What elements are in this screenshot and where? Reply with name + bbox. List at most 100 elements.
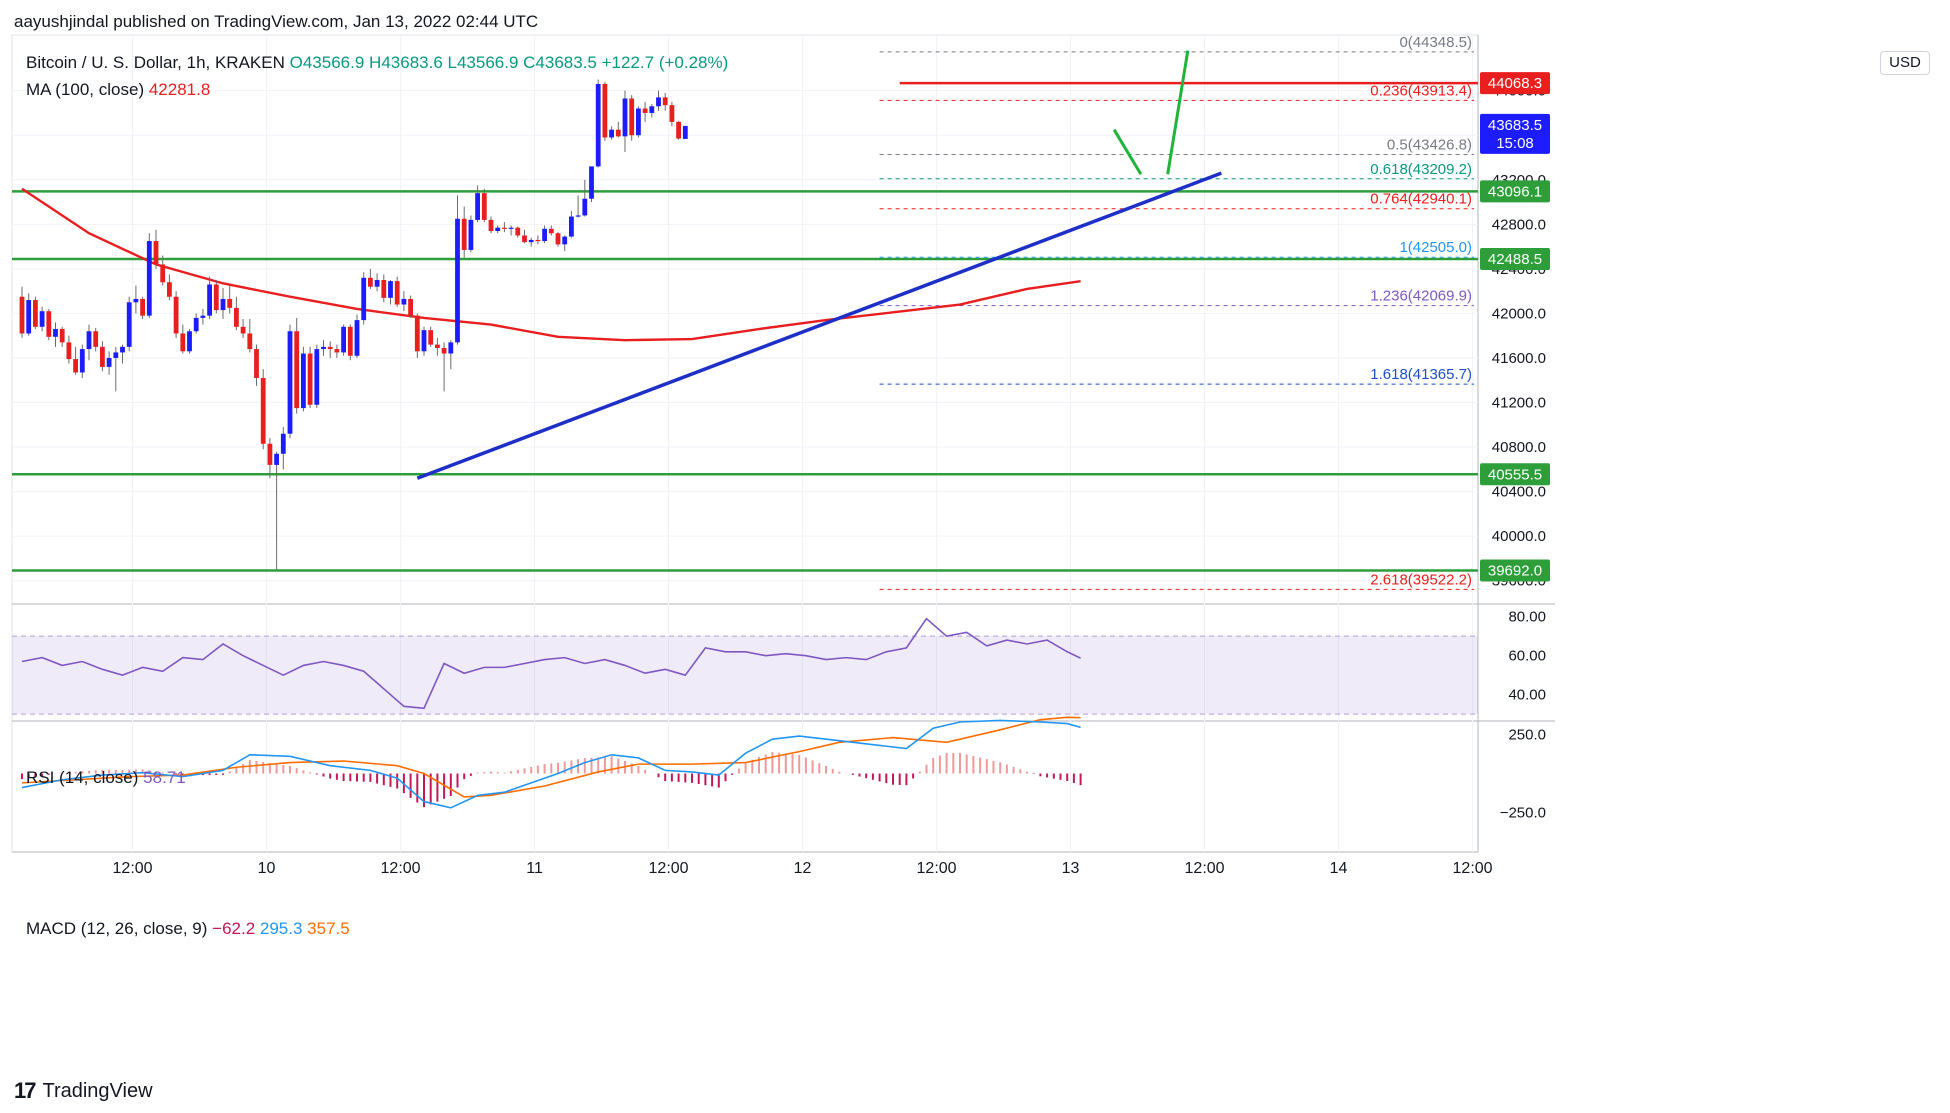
candle-down xyxy=(307,353,313,405)
ohlc-open: O43566.9 xyxy=(289,53,365,72)
candle-up xyxy=(86,331,92,350)
candle-down xyxy=(167,282,172,297)
candle-up xyxy=(126,302,132,347)
candle-up xyxy=(468,219,474,250)
candle-up xyxy=(301,353,306,409)
candle-down xyxy=(334,349,340,353)
fib-level-label: 0.5(43426.8) xyxy=(1387,137,1472,154)
candle-down xyxy=(441,347,447,354)
candle-up xyxy=(53,329,58,337)
fib-level-label: 0(44348.5) xyxy=(1399,34,1472,51)
macd-signal-value: 357.5 xyxy=(307,919,350,938)
candle-down xyxy=(347,326,353,356)
trend-line xyxy=(416,171,1222,480)
price-tick-label: 40400.0 xyxy=(1492,484,1546,501)
candle-down xyxy=(247,333,253,350)
candle-down xyxy=(394,281,400,305)
candle-up xyxy=(314,349,320,405)
candle-up xyxy=(207,284,212,316)
macd-line xyxy=(21,719,1081,809)
time-tick-label: 13 xyxy=(1062,860,1080,877)
candle-down xyxy=(153,241,159,265)
time-tick-label: 12:00 xyxy=(917,860,957,877)
fib-level-label: 0.618(43209.2) xyxy=(1370,161,1472,178)
candle-up xyxy=(193,317,199,332)
candle-up xyxy=(106,357,112,367)
rsi-line xyxy=(21,617,1081,710)
candle-down xyxy=(642,108,648,113)
candle-up xyxy=(39,311,45,327)
ma-line xyxy=(21,187,1081,342)
candle-down xyxy=(260,378,266,444)
ma-label: MA (100, close) xyxy=(26,80,145,99)
candle-down xyxy=(100,346,105,367)
macd-label: MACD (12, 26, close, 9) xyxy=(26,919,208,938)
candle-up xyxy=(636,108,641,136)
ohlc-low: L43566.9 xyxy=(447,53,519,72)
price-tick-label: 40800.0 xyxy=(1492,439,1546,456)
candle-up xyxy=(280,433,286,454)
candle-down xyxy=(19,296,25,334)
macd-tick-label: −250.0 xyxy=(1500,805,1546,822)
price-tick-label: 42000.0 xyxy=(1492,305,1546,322)
candle-down xyxy=(615,129,621,137)
candle-down xyxy=(93,331,99,347)
candle-up xyxy=(609,129,614,138)
candle-up xyxy=(582,198,588,216)
candle-down xyxy=(294,331,300,409)
candle-up xyxy=(475,193,480,220)
candle-down xyxy=(173,296,179,334)
price-badge-label: 42488.5 xyxy=(1488,251,1542,268)
price-tick-label: 41200.0 xyxy=(1492,395,1546,412)
fib-level-label: 1(42505.0) xyxy=(1399,239,1472,256)
ohlc-change: +122.7 (+0.28%) xyxy=(601,53,729,72)
candle-up xyxy=(79,349,85,373)
rsi-value: 58.71 xyxy=(143,768,186,787)
candle-up xyxy=(656,97,661,107)
time-tick-label: 12:00 xyxy=(1185,860,1225,877)
rsi-legend: RSI (14, close) 58.71 xyxy=(26,768,186,788)
price-tick-label: 41600.0 xyxy=(1492,350,1546,367)
candle-down xyxy=(46,311,52,337)
footer-brand: 17 TradingView xyxy=(14,1078,153,1104)
candle-down xyxy=(502,227,507,229)
time-tick-label: 12:00 xyxy=(381,860,421,877)
candle-down xyxy=(515,227,521,236)
candle-up xyxy=(455,218,460,343)
rsi-tick-label: 40.00 xyxy=(1508,687,1546,704)
candle-up xyxy=(146,241,152,316)
candle-up xyxy=(388,281,393,298)
candle-up xyxy=(26,300,32,334)
candle-down xyxy=(481,193,487,220)
tradingview-logo-icon: 17 xyxy=(14,1078,37,1103)
price-tick-label: 42800.0 xyxy=(1492,216,1546,233)
fib-level-label: 0.236(43913.4) xyxy=(1370,82,1472,99)
plot-frame xyxy=(11,34,1479,853)
time-tick-label: 12 xyxy=(794,860,812,877)
candle-down xyxy=(33,300,38,327)
candle-down xyxy=(254,349,259,379)
time-tick-label: 12:00 xyxy=(1453,860,1493,877)
candle-down xyxy=(234,307,239,327)
candle-up xyxy=(374,280,380,287)
candle-up xyxy=(133,298,139,303)
currency-button[interactable]: USD xyxy=(1880,51,1930,75)
ohlc-high: H43683.6 xyxy=(369,53,443,72)
candle-down xyxy=(213,284,219,311)
candle-up xyxy=(274,453,279,465)
candle-down xyxy=(160,264,166,283)
candle-up xyxy=(220,298,226,311)
candle-down xyxy=(227,298,233,308)
candle-down xyxy=(73,359,78,373)
price-badge xyxy=(1480,463,1550,486)
time-tick-label: 12:00 xyxy=(113,860,153,877)
candle-up xyxy=(448,342,454,354)
macd-tick-label: 250.0 xyxy=(1508,726,1546,743)
rsi-tick-label: 80.00 xyxy=(1508,609,1546,626)
candle-down xyxy=(535,239,541,242)
symbol-legend: Bitcoin / U. S. Dollar, 1h, KRAKEN O4356… xyxy=(26,53,728,73)
fib-level-label: 1.236(42069.9) xyxy=(1370,288,1472,305)
candle-down xyxy=(368,277,373,287)
candle-down xyxy=(414,315,420,352)
